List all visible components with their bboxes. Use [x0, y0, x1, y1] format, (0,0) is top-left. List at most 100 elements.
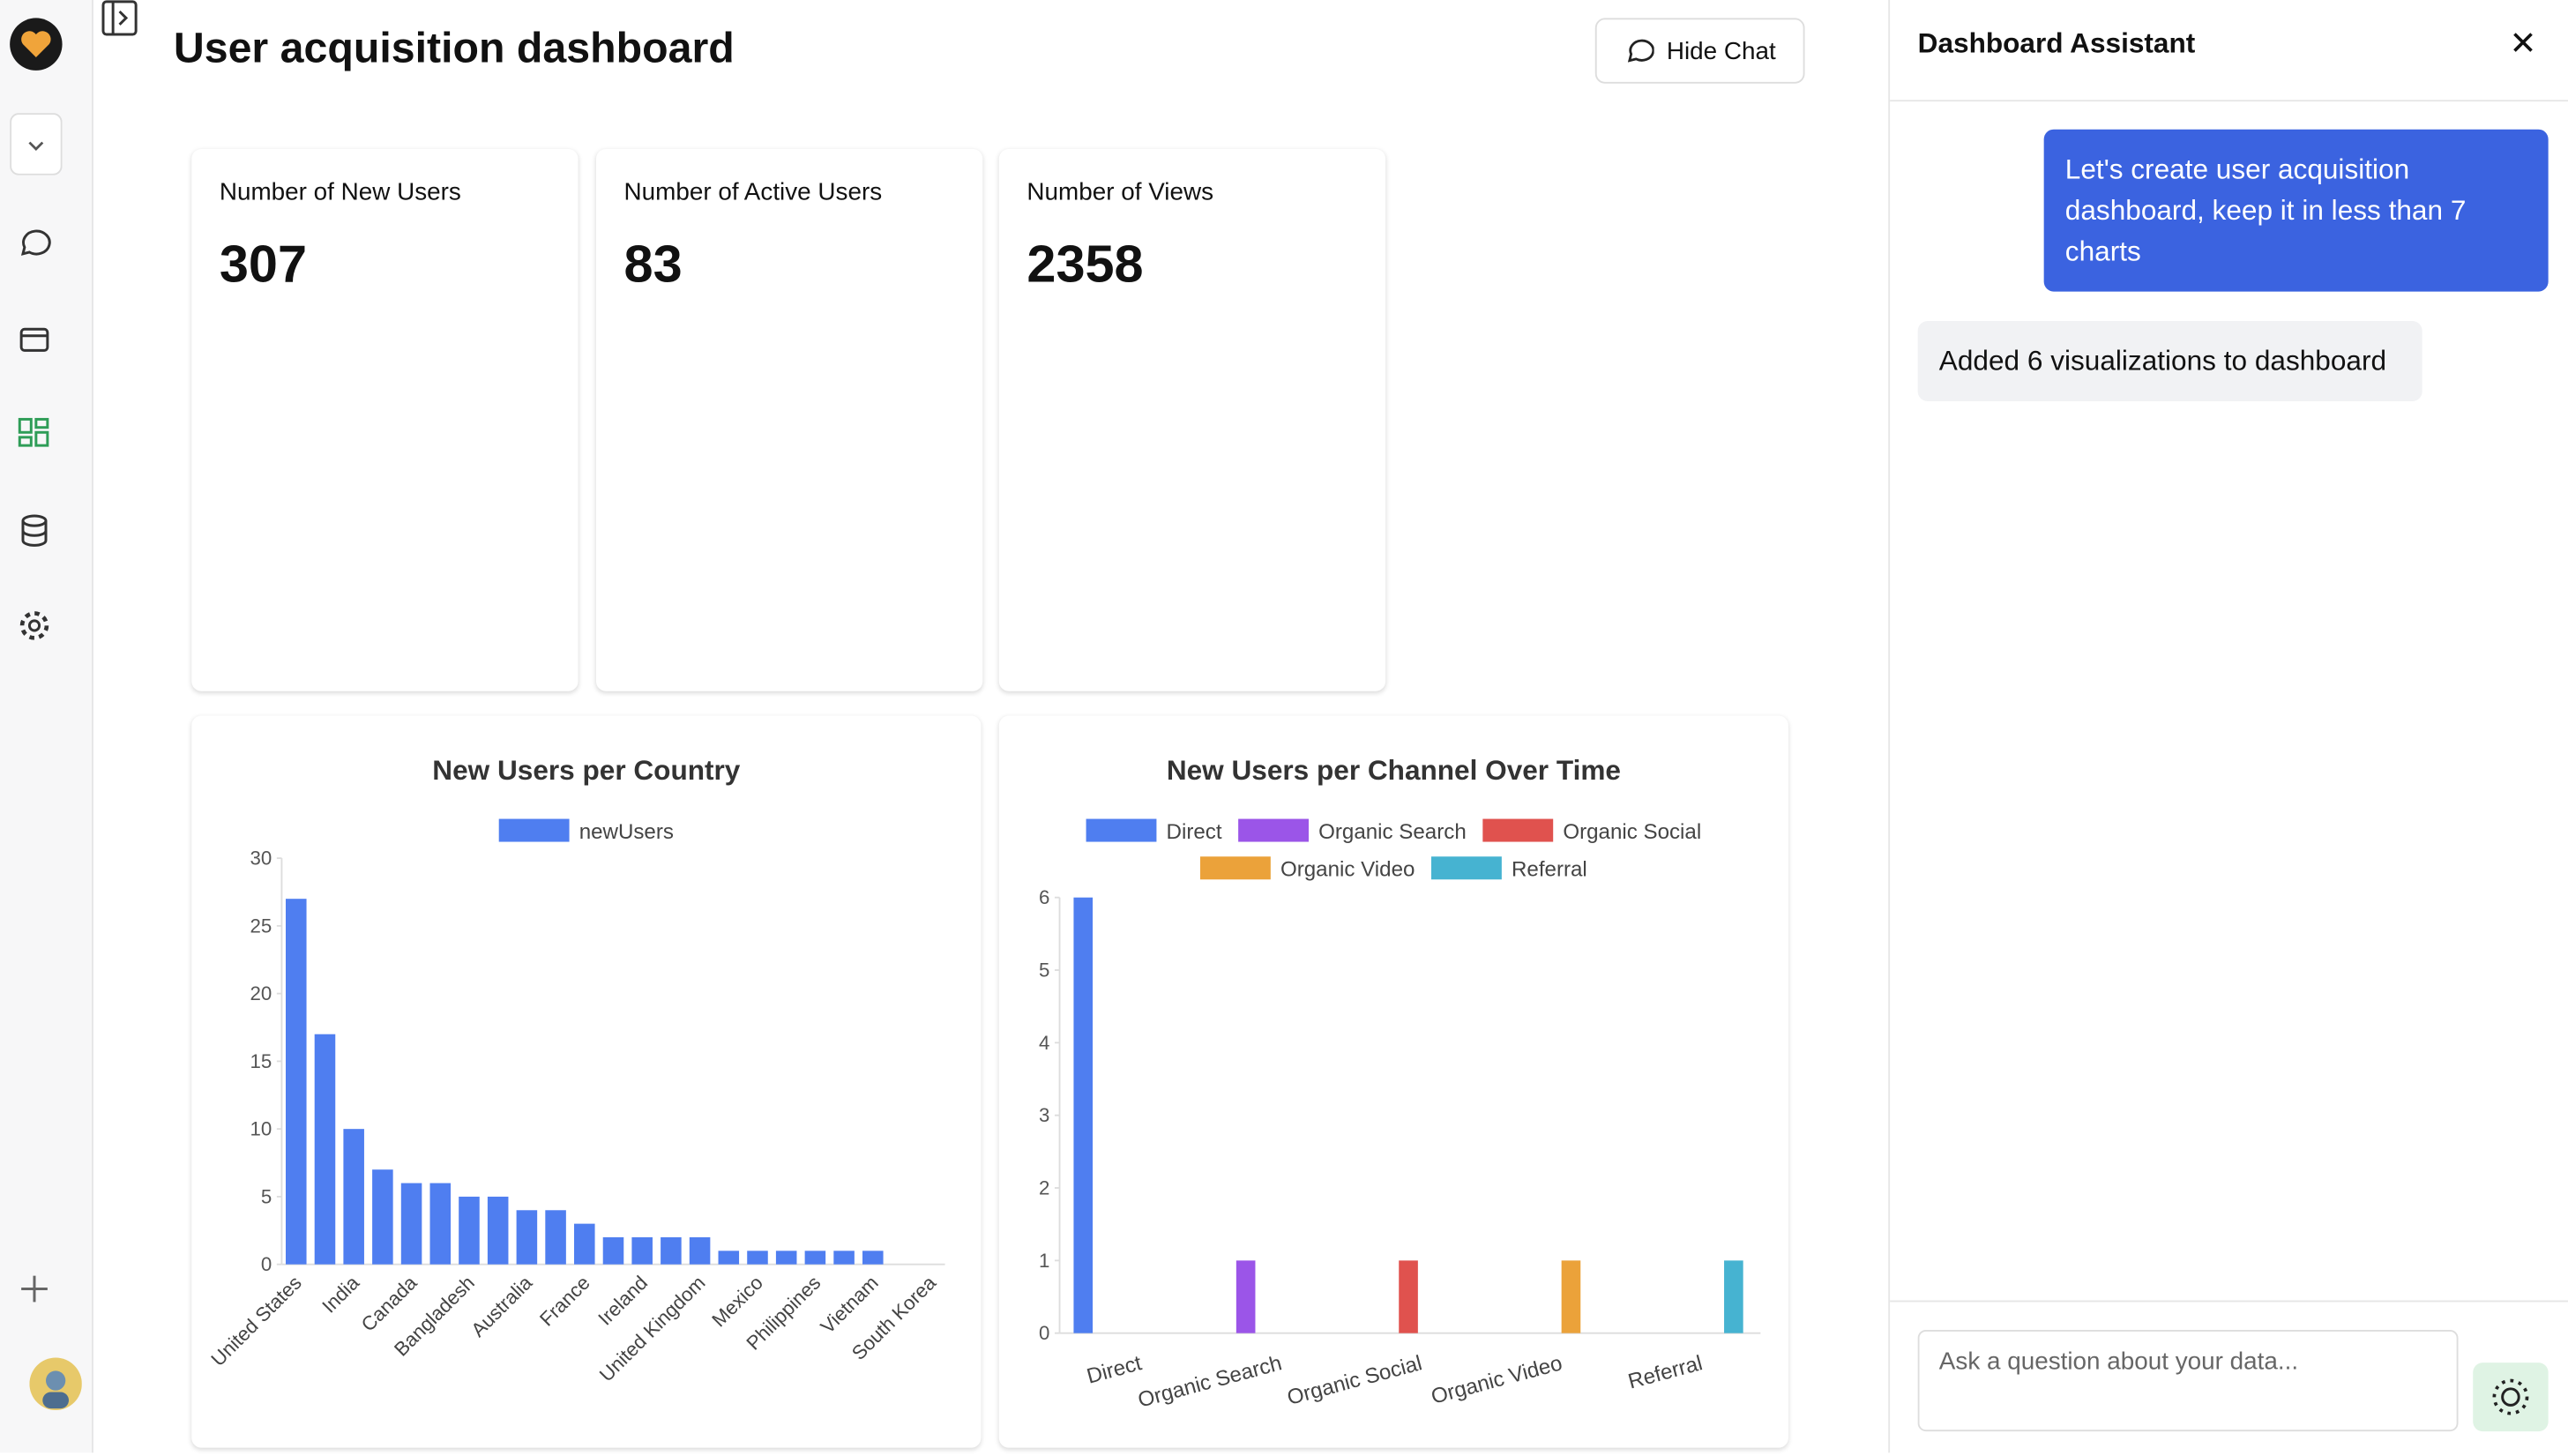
- bar: [516, 1210, 538, 1265]
- legend-swatch: [1482, 818, 1554, 842]
- bar: [1561, 1260, 1581, 1333]
- divider: [1890, 1300, 2568, 1303]
- y-tick-label: 25: [250, 915, 272, 937]
- bar: [314, 1034, 336, 1265]
- bar: [487, 1196, 509, 1265]
- x-tick-label: Direct: [1085, 1351, 1145, 1388]
- logo: [10, 18, 63, 71]
- legend-item: Referral: [1430, 856, 1587, 882]
- settings-icon[interactable]: [17, 608, 53, 644]
- y-tick-label: 30: [250, 847, 272, 870]
- bar: [804, 1251, 826, 1265]
- bar: [343, 1129, 364, 1265]
- kpi-label: Number of New Users: [219, 178, 461, 206]
- legend-label: Direct: [1167, 820, 1222, 844]
- chat-input[interactable]: Ask a question about your data...: [1917, 1329, 2459, 1432]
- chat-icon[interactable]: [17, 226, 53, 262]
- bar: [602, 1236, 624, 1265]
- y-tick-label: 10: [250, 1118, 272, 1140]
- y-tick-label: 6: [1039, 886, 1049, 908]
- legend-label: Referral: [1512, 858, 1587, 882]
- kpi-card: Number of Active Users 83: [595, 148, 983, 691]
- kpi-label: Number of Views: [1026, 178, 1213, 206]
- assistant-message: Added 6 visualizations to dashboard: [1917, 320, 2422, 401]
- bar: [747, 1251, 768, 1265]
- user-message: Let's create user acquisition dashboard,…: [2043, 129, 2549, 292]
- bar: [545, 1210, 566, 1265]
- bar: [862, 1251, 884, 1265]
- bar: [400, 1183, 422, 1265]
- divider: [1890, 100, 2568, 102]
- dashboard: User acquisition dashboard Hide Chat Num…: [93, 0, 1887, 1452]
- kpi-value: 2358: [1026, 234, 1144, 294]
- chat-bubble-icon: [1627, 39, 1654, 63]
- chart-title: New Users per Country: [432, 754, 740, 786]
- chart: New Users per Country 0 5 10 15 20 25 30 newUser…: [207, 754, 945, 1386]
- kpi-card: Number of New Users 307: [191, 148, 579, 691]
- y-tick-label: 20: [250, 982, 272, 1004]
- y-tick-label: 15: [250, 1050, 272, 1072]
- x-tick-label: Referral: [1625, 1351, 1705, 1393]
- bar: [429, 1183, 452, 1265]
- legend-label: Organic Search: [1318, 820, 1467, 844]
- chart: New Users per Channel Over Time 0 1 2 3 4 5 6 Di…: [1039, 754, 1761, 1413]
- calendar-icon[interactable]: [17, 321, 53, 357]
- x-tick-label: Organic Video: [1429, 1351, 1564, 1409]
- bar: [775, 1251, 797, 1265]
- y-tick-label: 0: [1039, 1322, 1049, 1344]
- bar: [661, 1236, 682, 1265]
- bar: [833, 1251, 855, 1265]
- chart-card: New Users per Channel Over Time 0 1 2 3 4 5 6 Di…: [998, 715, 1788, 1448]
- bar: [631, 1236, 653, 1265]
- kpi-value: 307: [219, 234, 308, 294]
- workspace-dropdown[interactable]: [10, 113, 63, 175]
- close-chat[interactable]: ✕: [2509, 26, 2537, 63]
- send-button[interactable]: [2473, 1363, 2549, 1432]
- legend-label: newUsers: [579, 820, 674, 844]
- legend-item: Organic Video: [1199, 856, 1415, 882]
- bar: [574, 1223, 595, 1265]
- legend-swatch: [1430, 856, 1502, 880]
- database-icon[interactable]: [17, 512, 53, 549]
- x-tick-label: Organic Social: [1285, 1351, 1425, 1410]
- legend-item: Direct: [1086, 818, 1222, 844]
- y-tick-label: 5: [261, 1185, 272, 1207]
- bar: [1235, 1260, 1256, 1333]
- legend-item: Organic Social: [1482, 818, 1701, 844]
- legend-label: Organic Video: [1280, 858, 1415, 882]
- y-tick-label: 5: [1039, 959, 1049, 981]
- y-tick-label: 2: [1039, 1176, 1049, 1198]
- hide-chat-button[interactable]: Hide Chat: [1594, 18, 1805, 84]
- kpi-label: Number of Active Users: [623, 178, 883, 206]
- x-tick-label: France: [535, 1272, 594, 1331]
- x-tick-label: India: [317, 1271, 363, 1317]
- bar: [1724, 1260, 1743, 1333]
- avatar[interactable]: [29, 1357, 82, 1410]
- y-tick-label: 4: [1039, 1032, 1049, 1054]
- bar: [285, 899, 307, 1265]
- bar: [372, 1169, 393, 1265]
- x-tick-label: Australia: [467, 1271, 536, 1340]
- page-title: User acquisition dashboard: [173, 22, 735, 72]
- x-tick-label: United States: [207, 1272, 306, 1370]
- legend-swatch: [1199, 856, 1271, 880]
- chat-title: Dashboard Assistant: [1917, 27, 2196, 59]
- legend-swatch: [1086, 818, 1157, 842]
- x-tick-label: Organic Search: [1136, 1351, 1285, 1412]
- legend-item: Organic Search: [1238, 818, 1467, 844]
- chart-title: New Users per Channel Over Time: [1167, 754, 1621, 786]
- add-icon[interactable]: [17, 1271, 53, 1307]
- bar: [459, 1196, 480, 1265]
- collapse-sidebar[interactable]: [101, 0, 138, 36]
- legend-swatch: [1238, 818, 1309, 842]
- button-label: Hide Chat: [1666, 36, 1776, 65]
- chart-card: New Users per Country 0 5 10 15 20 25 30 newUser…: [191, 715, 982, 1448]
- chat-panel: Dashboard Assistant ✕ Let's create user …: [1888, 0, 2568, 1453]
- kpi-value: 83: [623, 234, 683, 294]
- kpi-card: Number of Views 2358: [998, 148, 1386, 691]
- bar: [1399, 1260, 1418, 1333]
- bar: [689, 1236, 711, 1265]
- dashboard-icon[interactable]: [17, 416, 53, 452]
- y-tick-label: 3: [1039, 1104, 1049, 1126]
